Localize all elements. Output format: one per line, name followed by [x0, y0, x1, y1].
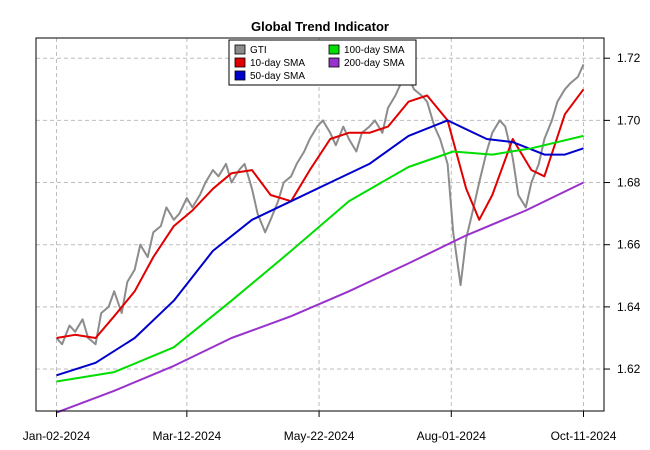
y-tick-label: 1.64 — [617, 300, 641, 314]
legend-label: 200-day SMA — [344, 58, 405, 69]
series-lines — [55, 63, 585, 414]
y-tick-label: 1.66 — [617, 238, 641, 252]
legend-label: 100-day SMA — [344, 45, 405, 56]
y-tick-label: 1.68 — [617, 176, 641, 190]
series-line-50-day-sma — [56, 119, 584, 377]
x-axis: Jan-02-2024 Mar-12-2024 May-22-2024 Aug-01-… — [23, 411, 617, 443]
x-tick-label: Oct-11-2024 — [551, 429, 617, 443]
x-tick-label: Jan-02-2024 — [23, 429, 91, 443]
plot-area-border — [35, 37, 605, 412]
series-line-gti — [55, 63, 585, 346]
legend-swatch — [234, 44, 246, 55]
legend: GTI 10-day SMA 50-day SMA 100-day SMA 200-da… — [228, 39, 417, 86]
legend-swatch — [328, 44, 340, 55]
series-line-200-day-sma — [56, 181, 584, 414]
series-line-100-day-sma — [56, 134, 584, 383]
y-tick-label: 1.62 — [617, 362, 641, 376]
x-tick-label: Aug-01-2024 — [417, 429, 487, 443]
legend-label: 10-day SMA — [250, 58, 305, 69]
grid-lines — [36, 38, 604, 411]
chart-title: Global Trend Indicator — [251, 19, 389, 34]
legend-swatch — [328, 57, 340, 68]
y-tick-label: 1.72 — [617, 51, 641, 65]
legend-swatch — [234, 57, 246, 68]
y-tick-label: 1.70 — [617, 113, 641, 127]
legend-label: GTI — [250, 45, 267, 56]
x-tick-label: Mar-12-2024 — [152, 429, 221, 443]
y-axis: 1.62 1.64 1.66 1.68 1.70 1.72 — [604, 51, 641, 376]
series-line-10-day-sma — [56, 88, 585, 339]
legend-swatch — [234, 70, 246, 81]
legend-label: 50-day SMA — [250, 71, 305, 82]
x-tick-label: May-22-2024 — [284, 429, 355, 443]
legend-box — [228, 39, 417, 86]
